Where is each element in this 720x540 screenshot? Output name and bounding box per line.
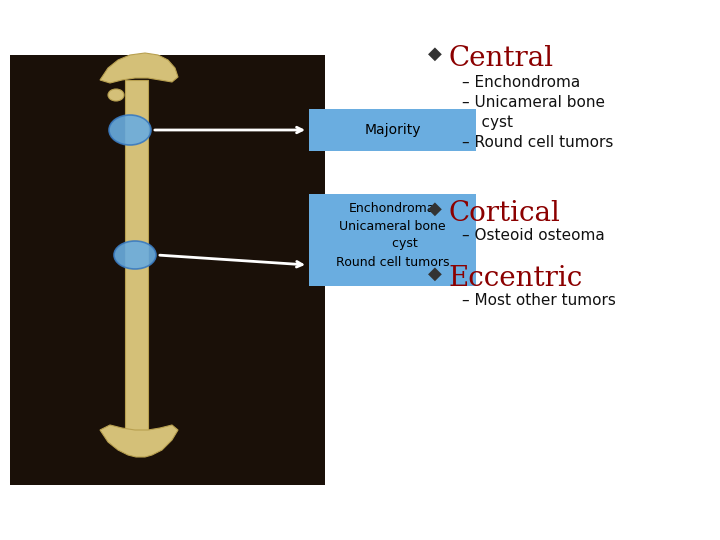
FancyBboxPatch shape: [309, 194, 476, 286]
Text: – Round cell tumors: – Round cell tumors: [462, 135, 613, 150]
Polygon shape: [100, 425, 178, 457]
Text: – Osteoid osteoma: – Osteoid osteoma: [462, 228, 605, 243]
Text: ◆: ◆: [428, 265, 442, 283]
Ellipse shape: [109, 115, 151, 145]
Text: cyst: cyst: [462, 115, 513, 130]
FancyBboxPatch shape: [309, 109, 476, 151]
Text: Cortical: Cortical: [448, 200, 560, 227]
Text: – Unicameral bone: – Unicameral bone: [462, 95, 605, 110]
Text: – Most other tumors: – Most other tumors: [462, 293, 616, 308]
Text: ◆: ◆: [428, 45, 442, 63]
Ellipse shape: [114, 241, 156, 269]
Ellipse shape: [108, 89, 124, 101]
Text: – Enchondroma: – Enchondroma: [462, 75, 580, 90]
Polygon shape: [100, 53, 178, 83]
Text: Enchondroma
Unicameral bone
      cyst
Round cell tumors: Enchondroma Unicameral bone cyst Round c…: [336, 201, 449, 268]
Text: Majority: Majority: [364, 123, 420, 137]
Text: Eccentric: Eccentric: [448, 265, 582, 292]
Polygon shape: [125, 80, 148, 430]
Text: Central: Central: [448, 45, 553, 72]
Bar: [10, 55, 325, 485]
Text: ◆: ◆: [428, 200, 442, 218]
